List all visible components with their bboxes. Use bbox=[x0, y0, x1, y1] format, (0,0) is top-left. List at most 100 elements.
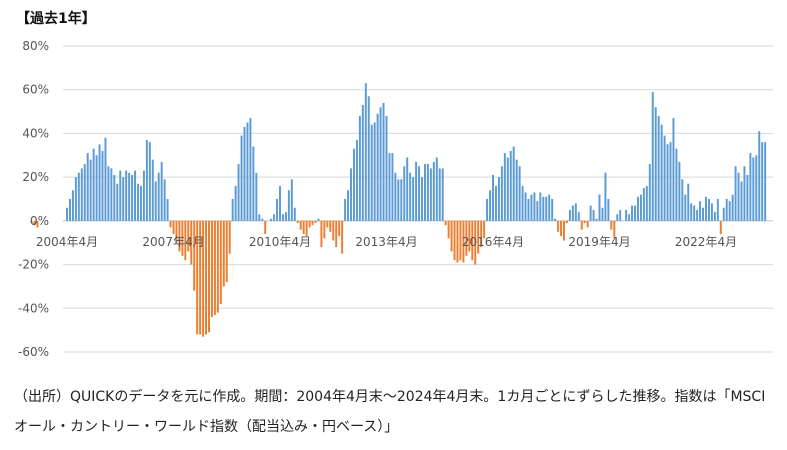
bar bbox=[456, 220, 459, 263]
chart-title: 【過去1年】 bbox=[16, 11, 96, 27]
bar bbox=[231, 199, 234, 221]
bar bbox=[524, 192, 527, 221]
bar bbox=[388, 153, 391, 221]
x-tick-label: 2019年4月 bbox=[568, 235, 630, 249]
bar bbox=[246, 122, 249, 221]
bar bbox=[675, 148, 678, 221]
bar bbox=[352, 148, 355, 221]
bar bbox=[634, 205, 636, 221]
bar bbox=[435, 157, 438, 221]
bar bbox=[270, 218, 273, 221]
bar bbox=[317, 218, 320, 221]
bar bbox=[279, 185, 281, 221]
bar bbox=[299, 220, 302, 230]
bar bbox=[607, 199, 610, 221]
bar bbox=[666, 144, 669, 221]
bar bbox=[663, 135, 666, 221]
bar bbox=[625, 209, 628, 221]
bar bbox=[68, 199, 71, 221]
bar bbox=[672, 118, 675, 221]
bar bbox=[678, 161, 681, 221]
bar bbox=[595, 218, 598, 221]
bar bbox=[119, 170, 122, 221]
bar bbox=[426, 164, 429, 221]
bar bbox=[89, 159, 92, 221]
bar bbox=[219, 220, 222, 304]
bar bbox=[515, 159, 518, 221]
bar bbox=[713, 212, 716, 221]
bar bbox=[752, 157, 755, 221]
bar bbox=[243, 126, 246, 221]
source-caption: （出所）QUICKのデータを元に作成。期間：2004年4月末～2024年4月末。… bbox=[14, 389, 766, 435]
bar bbox=[586, 220, 589, 228]
bar bbox=[308, 220, 311, 228]
bar bbox=[577, 212, 580, 221]
bar-chart: 80% 60% 40% 20% 0% -20% -40% -60% 2004年4月 2007年4… bbox=[18, 39, 773, 359]
bar bbox=[761, 142, 764, 221]
bar bbox=[539, 192, 542, 221]
bar bbox=[693, 205, 696, 221]
bar bbox=[521, 185, 524, 221]
bar bbox=[601, 207, 604, 221]
bar bbox=[571, 205, 574, 221]
bar bbox=[142, 170, 145, 221]
bar bbox=[548, 194, 551, 221]
bar bbox=[169, 220, 172, 228]
bar bbox=[453, 220, 456, 261]
bar bbox=[441, 168, 444, 221]
bar bbox=[486, 199, 489, 221]
bar bbox=[376, 113, 379, 221]
bar bbox=[459, 220, 462, 261]
bar bbox=[234, 185, 237, 221]
bar bbox=[80, 168, 83, 221]
bar bbox=[66, 207, 68, 221]
bar bbox=[403, 166, 406, 221]
bar bbox=[296, 220, 299, 224]
bar bbox=[302, 220, 305, 234]
bar bbox=[205, 220, 208, 335]
bar bbox=[429, 168, 432, 221]
bar bbox=[764, 142, 767, 221]
bar bbox=[474, 220, 477, 265]
bar bbox=[101, 150, 104, 221]
bar bbox=[122, 177, 125, 221]
bar bbox=[208, 220, 210, 333]
bar bbox=[261, 218, 264, 221]
bar bbox=[530, 194, 533, 221]
bar bbox=[444, 220, 447, 226]
bar bbox=[533, 192, 536, 221]
bar bbox=[104, 137, 107, 221]
bar bbox=[202, 220, 205, 337]
bar bbox=[598, 194, 601, 221]
bar bbox=[252, 146, 255, 221]
x-axis-labels: 2004年4月 2007年4月 2010年4月 2013年4月 2016年4月 2019年… bbox=[36, 235, 737, 249]
y-tick-label: 60% bbox=[22, 83, 49, 97]
bar bbox=[249, 118, 252, 221]
bar bbox=[418, 166, 421, 221]
bar bbox=[373, 122, 376, 221]
bar bbox=[719, 220, 722, 234]
bar bbox=[669, 142, 672, 221]
bar bbox=[172, 220, 175, 234]
bar bbox=[702, 207, 705, 221]
bar bbox=[447, 220, 450, 239]
bar bbox=[471, 220, 474, 261]
bar bbox=[134, 170, 137, 221]
bar bbox=[335, 220, 338, 248]
bar bbox=[74, 177, 77, 221]
bar bbox=[610, 220, 613, 230]
bar bbox=[755, 155, 758, 221]
bar bbox=[636, 196, 639, 221]
bar bbox=[639, 194, 642, 221]
bar bbox=[696, 209, 699, 221]
bar bbox=[506, 157, 509, 221]
bar bbox=[338, 220, 341, 237]
bar bbox=[113, 174, 116, 221]
bar bbox=[631, 205, 634, 221]
bar bbox=[518, 166, 521, 221]
bar bbox=[276, 199, 279, 221]
bar bbox=[406, 157, 409, 221]
bar bbox=[642, 188, 645, 221]
bar bbox=[71, 190, 74, 221]
bar bbox=[589, 205, 592, 221]
